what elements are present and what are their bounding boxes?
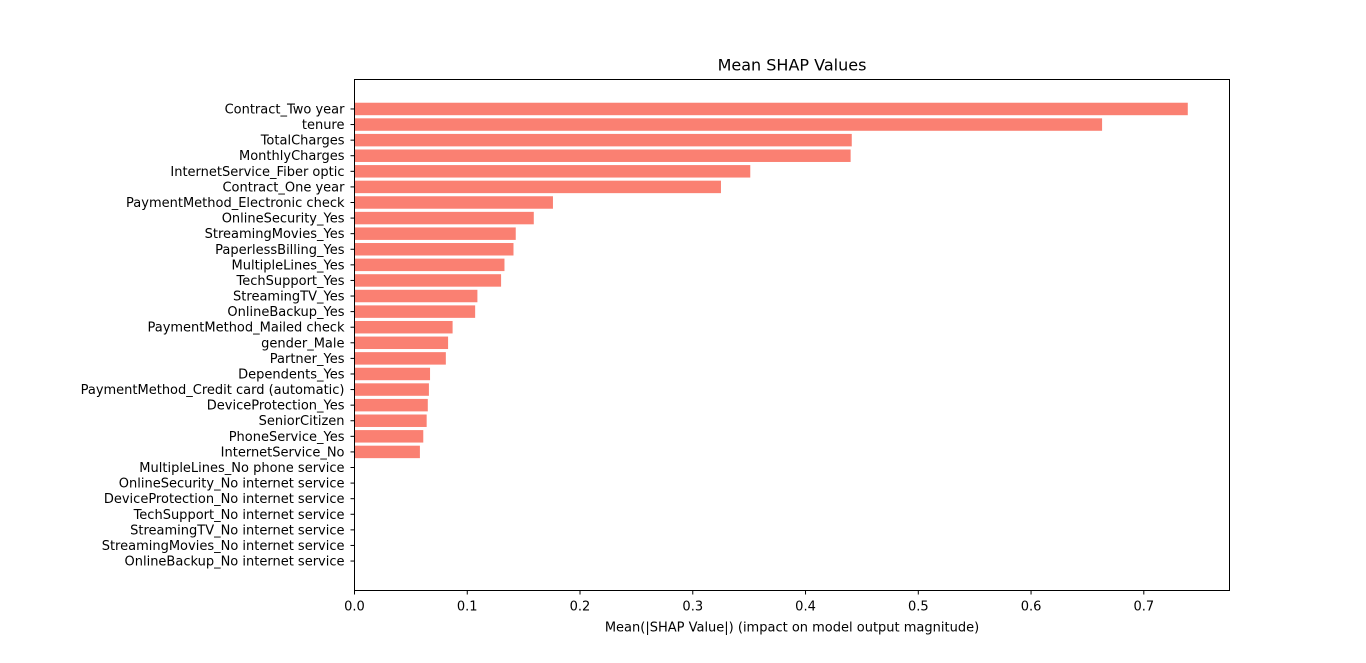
y-tick-label: TotalCharges [260, 134, 345, 149]
y-tick-label: PaperlessBilling_Yes [215, 243, 345, 258]
x-tick-label: 0.3 [682, 600, 703, 615]
x-axis-label: Mean(|SHAP Value|) (impact on model outp… [605, 621, 979, 636]
y-tick-label: DeviceProtection_Yes [207, 399, 345, 414]
x-tick-label: 0.0 [344, 600, 365, 615]
x-tick-label: 0.1 [457, 600, 478, 615]
y-tick-label: StreamingMovies_Yes [205, 227, 345, 242]
y-tick-label: PaymentMethod_Electronic check [126, 196, 345, 211]
bar [354, 165, 751, 178]
y-tick-label: tenure [302, 118, 345, 133]
bar [354, 336, 449, 350]
y-tick-label: OnlineSecurity_Yes [222, 212, 345, 227]
plot-frame [354, 79, 1230, 591]
x-axis: 0.0 0.1 0.2 0.3 0.4 0.5 0.6 0.7 [344, 590, 1154, 615]
x-tick-label: 0.4 [795, 600, 816, 615]
bar [354, 320, 453, 334]
bar [354, 133, 852, 147]
y-tick-label: PhoneService_Yes [229, 430, 345, 445]
y-tick-label: MultipleLines_No phone service [139, 461, 344, 476]
y-tick-label: StreamingTV_No internet service [130, 523, 344, 538]
y-tick-label: TechSupport_Yes [236, 274, 345, 289]
y-tick-label: PaymentMethod_Mailed check [147, 321, 344, 336]
bar [354, 305, 476, 318]
bar [354, 102, 1188, 116]
y-tick-label: StreamingMovies_No internet service [102, 539, 345, 554]
y-tick-label: InternetService_Fiber optic [170, 165, 344, 180]
bar [354, 367, 431, 381]
y-tick-label: OnlineBackup_Yes [227, 305, 344, 320]
y-tick-label: Partner_Yes [270, 352, 345, 367]
y-tick-label: DeviceProtection_No internet service [104, 492, 345, 507]
bar [354, 383, 429, 396]
y-tick-label: PaymentMethod_Credit card (automatic) [81, 383, 345, 398]
bar [354, 274, 502, 287]
y-tick-label: OnlineSecurity_No internet service [119, 477, 345, 492]
bar [354, 289, 478, 303]
bar [354, 445, 420, 459]
x-tick-label: 0.5 [908, 600, 929, 615]
bar [354, 398, 428, 412]
bar [354, 149, 851, 162]
y-tick-label: StreamingTV_Yes [233, 290, 345, 305]
bar [354, 243, 514, 256]
chart-title: Mean SHAP Values [718, 56, 867, 75]
y-tick-label: Contract_One year [222, 180, 345, 195]
bar [354, 258, 505, 272]
bar [354, 352, 446, 365]
y-axis: Contract_Two yeartenureTotalChargesMonth… [81, 102, 355, 570]
bar [354, 196, 553, 209]
bar [354, 211, 534, 225]
y-tick-label: gender_Male [261, 336, 344, 351]
bar [354, 180, 721, 194]
y-tick-label: Contract_Two year [225, 102, 346, 117]
y-tick-label: MultipleLines_Yes [232, 258, 345, 273]
bar [354, 227, 516, 240]
y-tick-label: MonthlyCharges [239, 149, 345, 164]
bar [354, 414, 427, 427]
bar [354, 118, 1103, 131]
bars-layer [354, 102, 1188, 459]
bar [354, 430, 424, 443]
y-tick-label: SeniorCitizen [259, 414, 345, 429]
y-tick-label: OnlineBackup_No internet service [125, 555, 345, 570]
y-tick-label: TechSupport_No internet service [133, 508, 345, 523]
y-tick-label: Dependents_Yes [238, 367, 345, 382]
x-tick-label: 0.7 [1133, 600, 1154, 615]
x-tick-label: 0.6 [1021, 600, 1042, 615]
y-tick-label: InternetService_No [221, 445, 345, 460]
x-tick-label: 0.2 [570, 600, 591, 615]
